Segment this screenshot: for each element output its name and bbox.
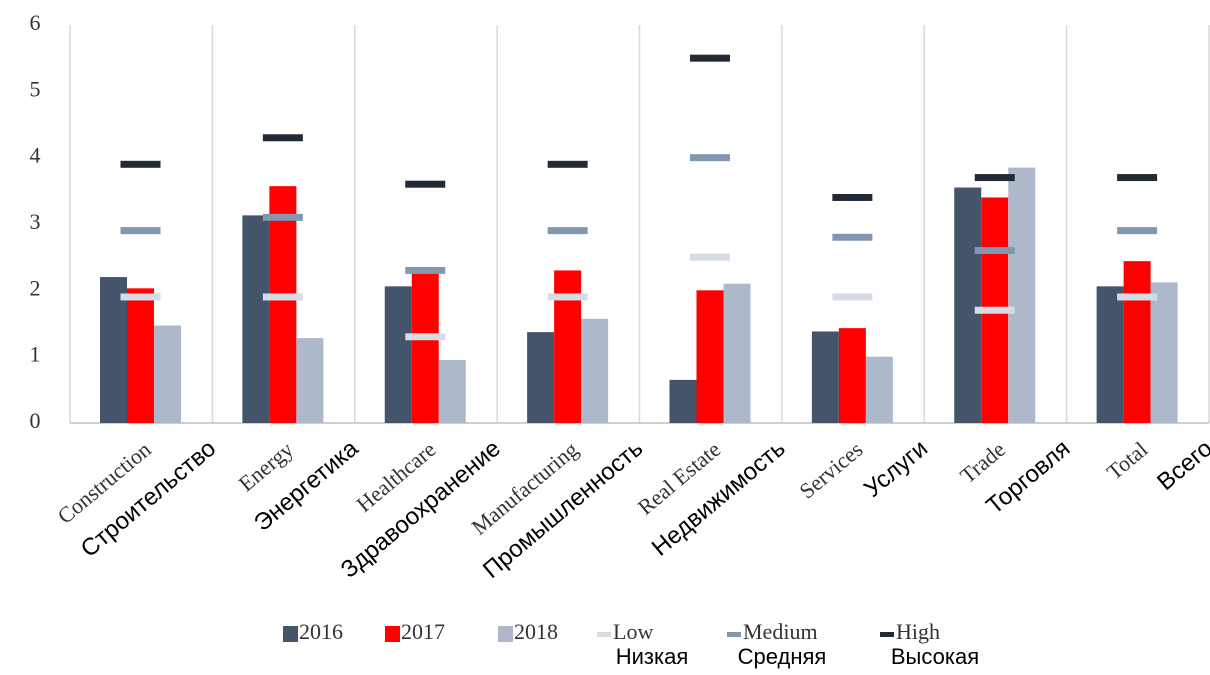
bar	[954, 187, 982, 423]
legend-swatch	[385, 626, 400, 642]
marker	[262, 293, 303, 301]
bar	[384, 286, 412, 423]
marker	[974, 306, 1015, 314]
marker	[832, 293, 873, 301]
y-tick-label: 5	[30, 76, 41, 101]
legend-label-ru: Низкая	[616, 644, 689, 669]
marker	[974, 247, 1015, 255]
legend-swatch	[727, 632, 741, 637]
bar	[100, 277, 127, 423]
bar	[296, 338, 324, 423]
bar	[527, 332, 555, 423]
bar	[723, 283, 751, 423]
marker	[547, 160, 588, 168]
legend-label: 2018	[514, 619, 558, 644]
bar	[554, 270, 582, 423]
y-tick-label: 0	[30, 408, 41, 433]
legend-label-ru: Средняя	[738, 644, 827, 669]
marker	[832, 233, 873, 241]
y-tick-label: 4	[30, 143, 41, 168]
legend-swatch	[880, 632, 894, 637]
bar	[669, 379, 697, 423]
bar	[696, 290, 724, 423]
x-tick-label: Total	[1102, 437, 1152, 485]
y-tick-label: 3	[30, 209, 41, 234]
marker	[405, 180, 446, 188]
legend-swatch	[283, 626, 298, 642]
marker	[1117, 293, 1158, 301]
legend-label: Low	[613, 619, 653, 644]
marker	[1117, 227, 1158, 235]
x-tick-label: Trade	[955, 437, 1010, 489]
marker	[690, 54, 730, 62]
bar	[581, 318, 609, 423]
marker	[120, 160, 161, 168]
marker	[120, 227, 161, 235]
bar	[811, 331, 839, 423]
marker	[120, 293, 161, 301]
legend-swatch	[498, 626, 513, 642]
legend-label: Medium	[743, 619, 818, 644]
legend-label: 2017	[401, 619, 445, 644]
x-tick-label-ru: Всего	[1152, 435, 1210, 496]
x-tick-label-ru: Услуги	[859, 435, 933, 503]
bar	[411, 270, 439, 423]
bar	[242, 215, 270, 423]
bar	[438, 359, 466, 423]
marker	[547, 227, 588, 235]
bar	[154, 325, 181, 423]
bar	[1096, 286, 1124, 423]
marker	[547, 293, 588, 301]
y-tick-label: 2	[30, 275, 41, 300]
marker	[690, 253, 730, 261]
marker	[262, 134, 303, 142]
legend-label-ru: Высокая	[891, 644, 979, 669]
bar	[269, 186, 297, 423]
bar	[127, 288, 154, 423]
bar	[1150, 282, 1178, 423]
marker	[974, 174, 1015, 182]
x-tick-label: Services	[794, 437, 867, 504]
marker	[690, 154, 730, 162]
marker	[405, 333, 446, 341]
bar	[838, 328, 866, 423]
legend-label: 2016	[299, 619, 343, 644]
y-tick-label: 1	[30, 342, 41, 367]
bar	[1123, 261, 1151, 423]
bar	[865, 356, 893, 423]
legend-swatch	[597, 632, 611, 637]
marker	[405, 266, 446, 274]
y-tick-label: 6	[30, 10, 41, 35]
marker	[1117, 174, 1158, 182]
marker	[262, 213, 303, 221]
legend-label: High	[896, 619, 940, 644]
bar	[1008, 167, 1036, 423]
marker	[832, 193, 873, 201]
